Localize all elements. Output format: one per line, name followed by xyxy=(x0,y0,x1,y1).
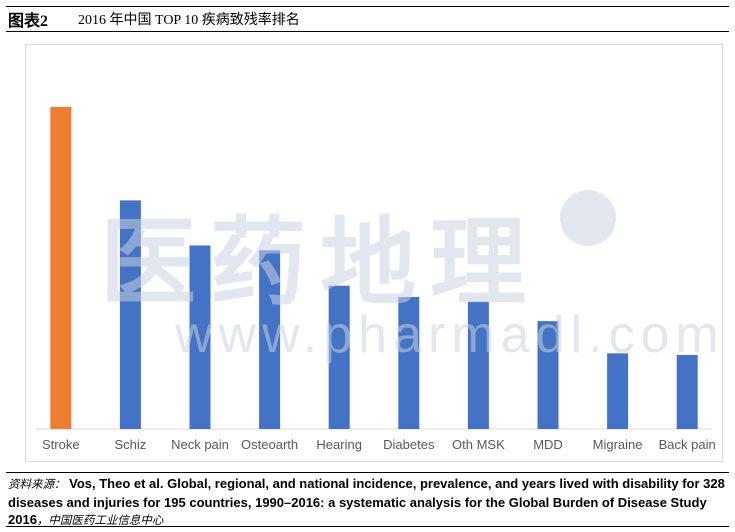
x-tick-label: Oth MSK xyxy=(452,437,505,452)
bar-back-pain xyxy=(676,354,698,429)
source-citation: Vos, Theo et al. Global, regional, and n… xyxy=(8,476,725,527)
chart-area: Stroke Schiz Neck pain Osteoarth Hearing Diab… xyxy=(25,44,723,462)
x-tick-label: Stroke xyxy=(42,437,80,452)
bar-chart: Stroke Schiz Neck pain Osteoarth Hearing Diab… xyxy=(36,107,716,452)
bar-migraine xyxy=(607,353,629,429)
figure-title: 2016 年中国 TOP 10 疾病致残率排名 xyxy=(78,13,300,28)
bar-hearing xyxy=(328,285,350,429)
source-label: 资料来源： xyxy=(8,479,66,491)
x-tick-label: Back pain xyxy=(659,437,716,452)
x-tick-label: Migraine xyxy=(593,437,643,452)
x-tick-label: Schiz xyxy=(115,437,147,452)
source-org: ，中国医药工业信息中心 xyxy=(36,515,164,527)
bar-diabetes xyxy=(398,296,420,429)
x-tick-label: Neck pain xyxy=(171,437,229,452)
bar-stroke xyxy=(50,107,72,429)
bar-oth-msk xyxy=(467,301,489,429)
x-tick-label: MDD xyxy=(533,437,563,452)
x-tick-label: Hearing xyxy=(316,437,362,452)
bar-neck-pain xyxy=(189,245,211,429)
bar-mdd xyxy=(537,321,559,429)
figure-header: 图表2 2016 年中国 TOP 10 疾病致残率排名 xyxy=(6,6,729,32)
x-tick-label: Osteoarth xyxy=(241,437,298,452)
x-tick-label: Diabetes xyxy=(383,437,435,452)
figure-label: 图表2 xyxy=(8,13,49,30)
bar-osteoarth xyxy=(259,250,281,429)
bar-schiz xyxy=(119,200,141,429)
source-note: 资料来源： Vos, Theo et al. Global, regional,… xyxy=(6,472,729,527)
